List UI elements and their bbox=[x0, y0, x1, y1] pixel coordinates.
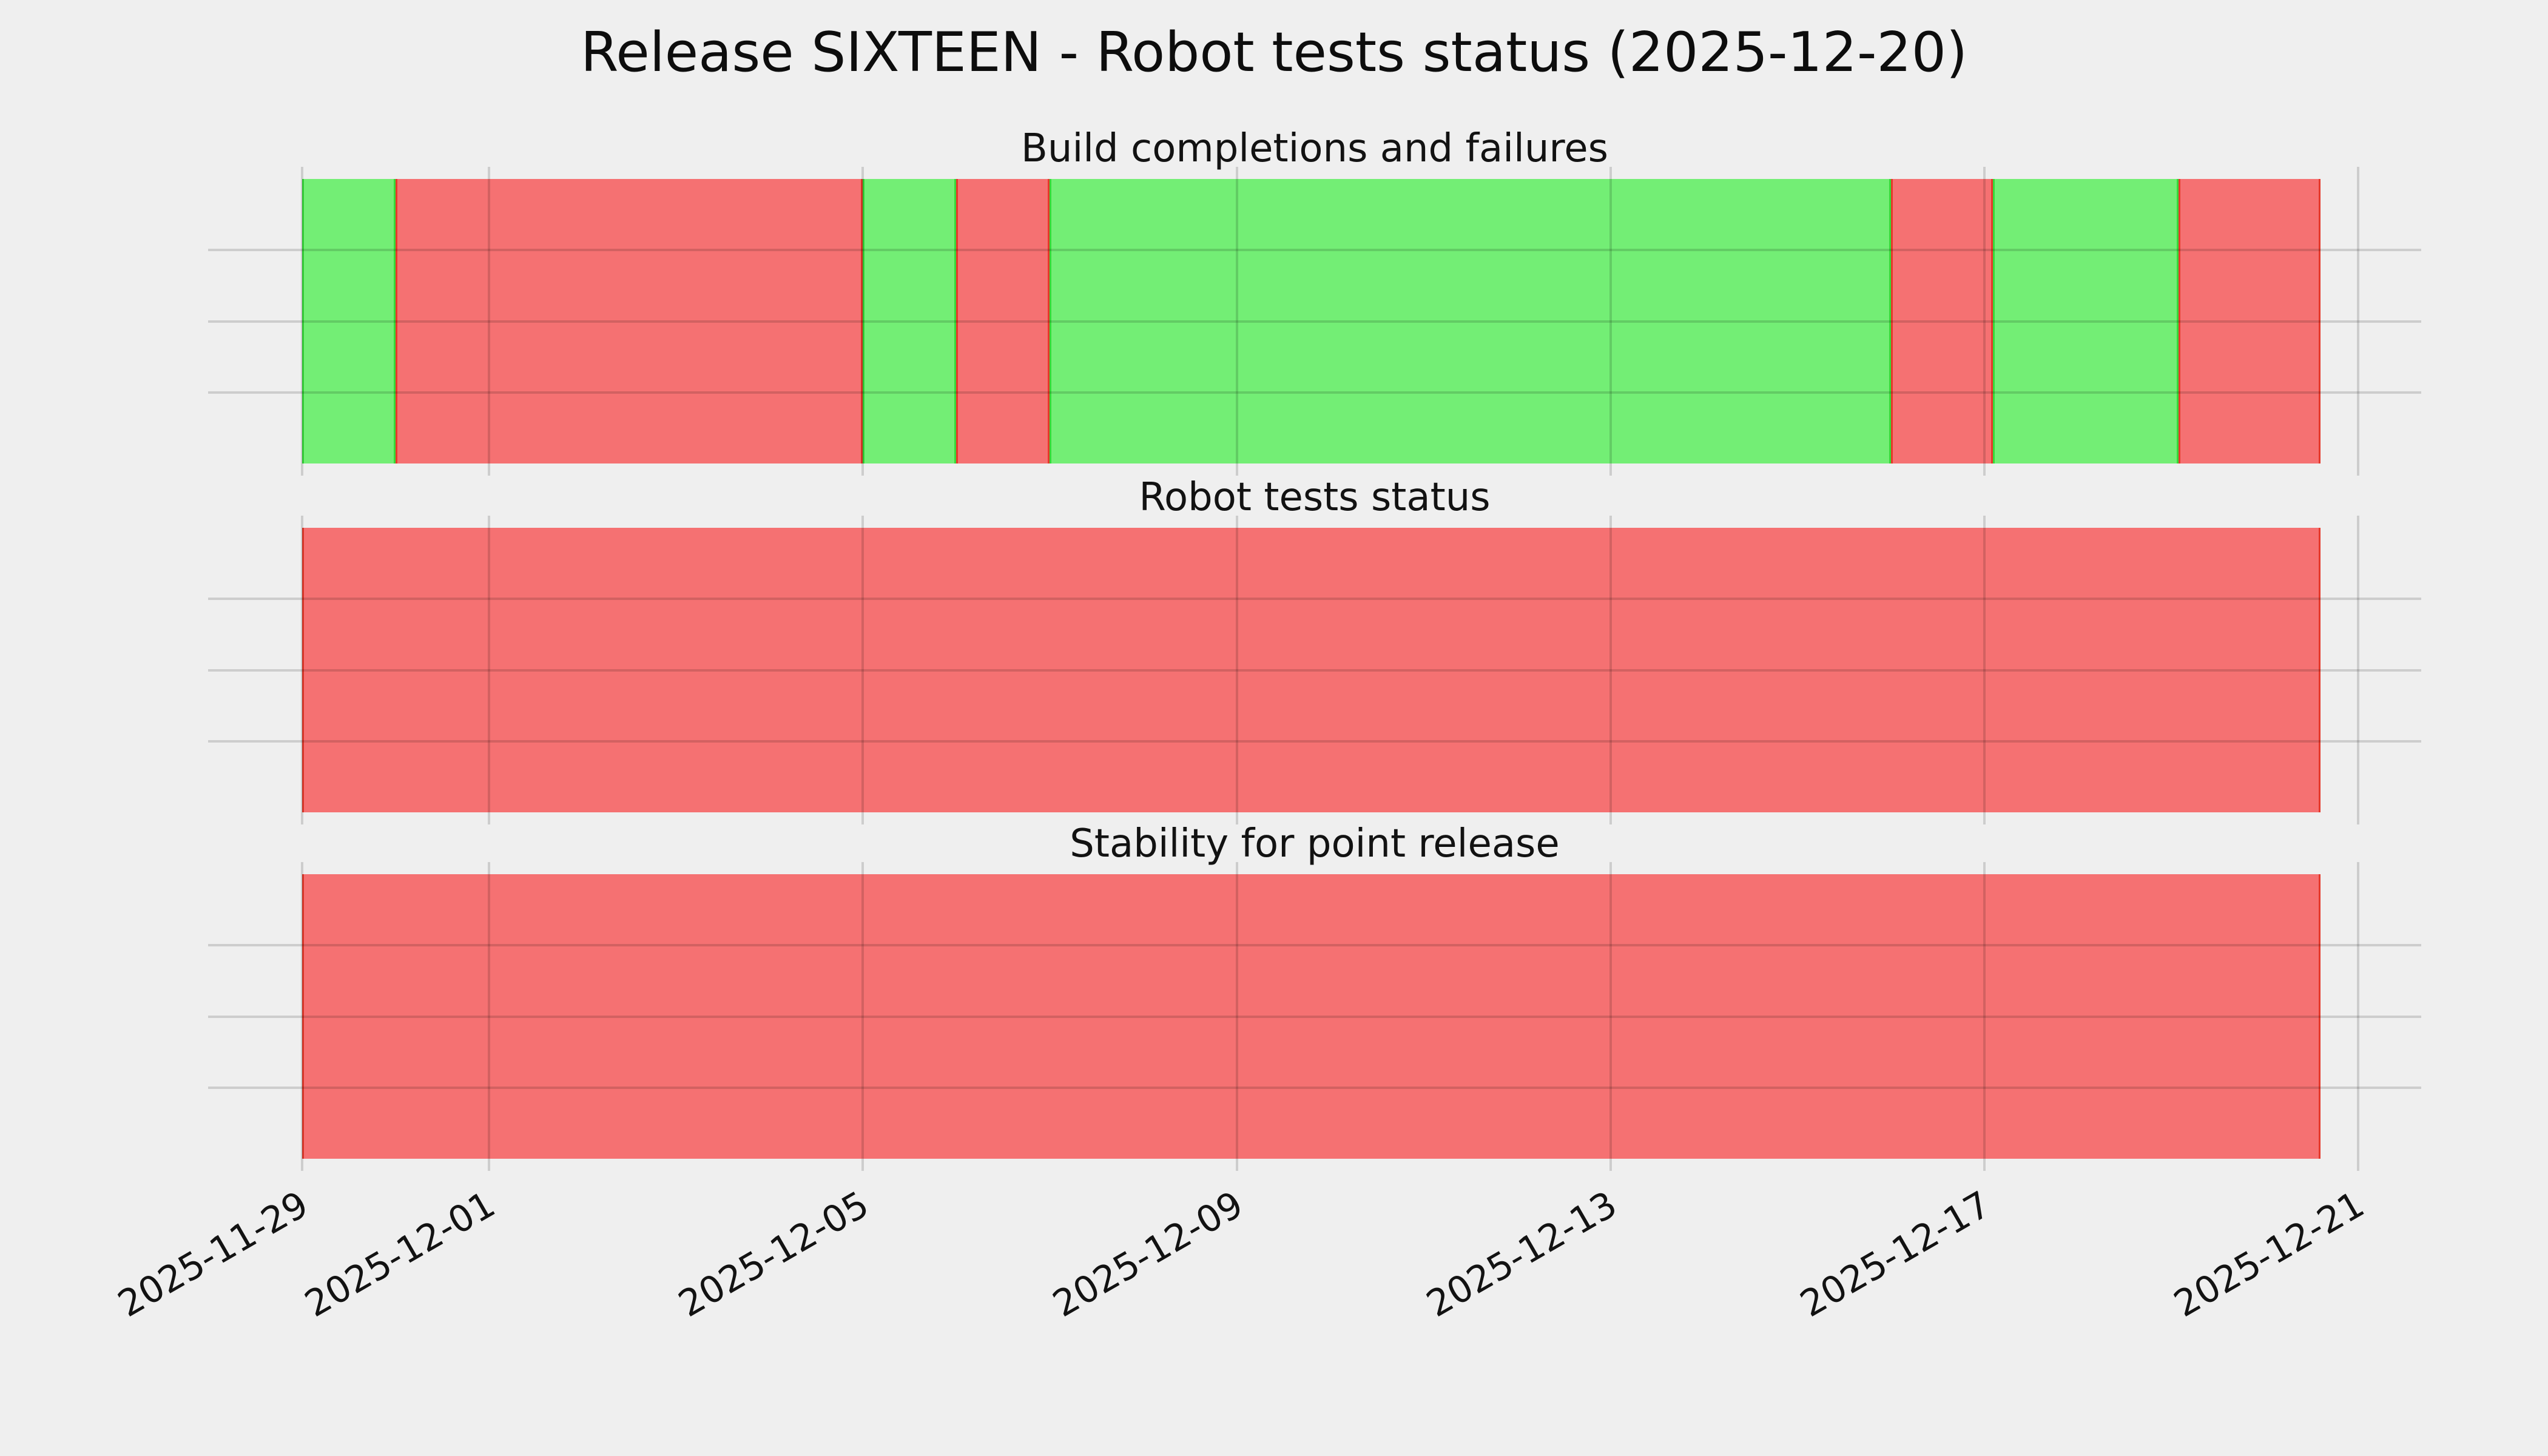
x-tick-label: 2025-12-05 bbox=[672, 1183, 877, 1326]
y-grid-line bbox=[208, 944, 2421, 947]
x-tick-label: 2025-12-21 bbox=[2167, 1183, 2372, 1326]
x-grid-line bbox=[488, 516, 491, 824]
figure-title: Release SIXTEEN - Robot tests status (20… bbox=[580, 21, 1968, 84]
x-grid-line bbox=[301, 862, 303, 1171]
x-grid-line bbox=[1235, 167, 1238, 476]
timeline-segment-pass bbox=[302, 179, 396, 463]
x-grid-line bbox=[1983, 862, 1986, 1171]
x-grid-line bbox=[301, 167, 303, 476]
y-grid-line bbox=[208, 669, 2421, 672]
y-grid-line bbox=[208, 1086, 2421, 1089]
x-tick-label: 2025-12-17 bbox=[1793, 1183, 1998, 1326]
subplot-title-1: Build completions and failures bbox=[1021, 126, 1608, 171]
y-grid-line bbox=[208, 320, 2421, 323]
x-grid-line bbox=[488, 862, 491, 1171]
subplot-axes-3 bbox=[208, 862, 2421, 1171]
x-grid-line bbox=[1235, 516, 1238, 824]
x-grid-line bbox=[861, 167, 864, 476]
x-tick-label: 2025-12-01 bbox=[298, 1183, 503, 1326]
timeline-segment-pass bbox=[863, 179, 957, 463]
x-grid-line bbox=[2357, 167, 2360, 476]
timeline-segment-fail bbox=[396, 179, 863, 463]
timeline-segment-pass bbox=[1050, 179, 1891, 463]
x-grid-line bbox=[1609, 167, 1612, 476]
x-grid-line bbox=[2357, 516, 2360, 824]
x-grid-line bbox=[861, 516, 864, 824]
x-grid-line bbox=[301, 516, 303, 824]
x-tick-label: 2025-12-09 bbox=[1045, 1183, 1250, 1326]
x-grid-line bbox=[1235, 862, 1238, 1171]
x-grid-line bbox=[1609, 862, 1612, 1171]
x-grid-line bbox=[1983, 167, 1986, 476]
x-grid-line bbox=[488, 167, 491, 476]
timeline-segment-pass bbox=[1992, 179, 2179, 463]
y-grid-line bbox=[208, 391, 2421, 394]
x-grid-line bbox=[1609, 516, 1612, 824]
y-grid-line bbox=[208, 1015, 2421, 1018]
subplot-title-2: Robot tests status bbox=[1139, 475, 1491, 520]
timeline-segment-fail bbox=[956, 179, 1050, 463]
subplot-axes-1 bbox=[208, 167, 2421, 476]
x-grid-line bbox=[861, 862, 864, 1171]
y-grid-line bbox=[208, 740, 2421, 743]
timeline-segment-fail bbox=[302, 874, 2321, 1159]
timeline-segment-fail bbox=[2179, 179, 2321, 463]
x-grid-line bbox=[1983, 516, 1986, 824]
y-grid-line bbox=[208, 249, 2421, 252]
subplot-title-3: Stability for point release bbox=[1070, 821, 1560, 866]
subplot-axes-2 bbox=[208, 516, 2421, 824]
x-grid-line bbox=[2357, 862, 2360, 1171]
timeline-segment-fail bbox=[302, 528, 2321, 812]
timeline-segment-fail bbox=[1890, 179, 1993, 463]
x-tick-label: 2025-12-13 bbox=[1419, 1183, 1624, 1326]
y-grid-line bbox=[208, 598, 2421, 601]
